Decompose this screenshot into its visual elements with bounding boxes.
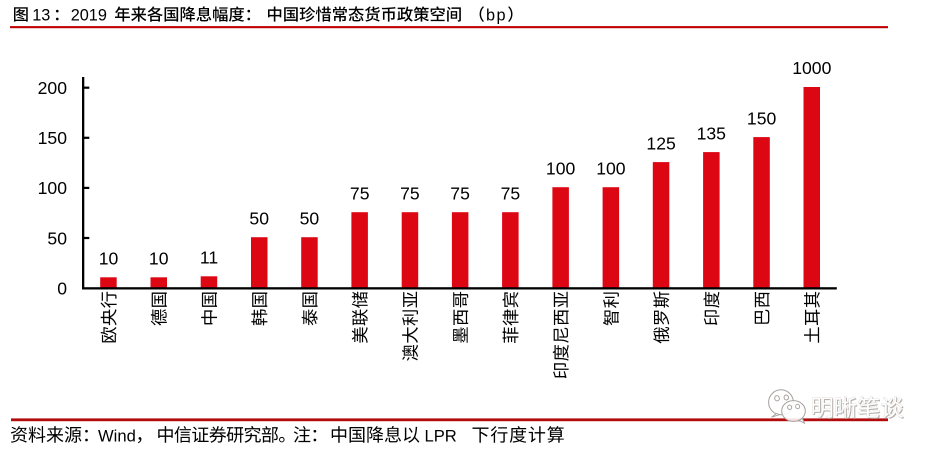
svg-text:135: 135 (697, 123, 727, 143)
svg-text:1000: 1000 (792, 58, 831, 78)
svg-text:100: 100 (38, 178, 68, 198)
svg-text:LPR: LPR (425, 426, 457, 445)
svg-text:200: 200 (38, 78, 68, 98)
svg-text:125: 125 (646, 133, 676, 153)
svg-text:10: 10 (99, 249, 119, 269)
svg-text:50: 50 (47, 228, 67, 248)
svg-text:0: 0 (57, 278, 67, 298)
svg-text:2019: 2019 (71, 6, 107, 24)
svg-text:75: 75 (501, 183, 521, 203)
svg-text:13: 13 (32, 6, 50, 24)
svg-text:75: 75 (450, 183, 470, 203)
svg-text:150: 150 (747, 108, 777, 128)
svg-text:100: 100 (546, 158, 576, 178)
svg-text:11: 11 (200, 248, 218, 268)
svg-text:bp: bp (486, 6, 507, 24)
svg-text:75: 75 (400, 183, 420, 203)
svg-text:Wind: Wind (98, 426, 136, 445)
svg-text:50: 50 (300, 208, 320, 228)
svg-text:100: 100 (596, 158, 626, 178)
svg-text:150: 150 (38, 128, 68, 148)
svg-text:75: 75 (350, 183, 370, 203)
svg-text:10: 10 (149, 249, 169, 269)
svg-text:50: 50 (249, 208, 269, 228)
